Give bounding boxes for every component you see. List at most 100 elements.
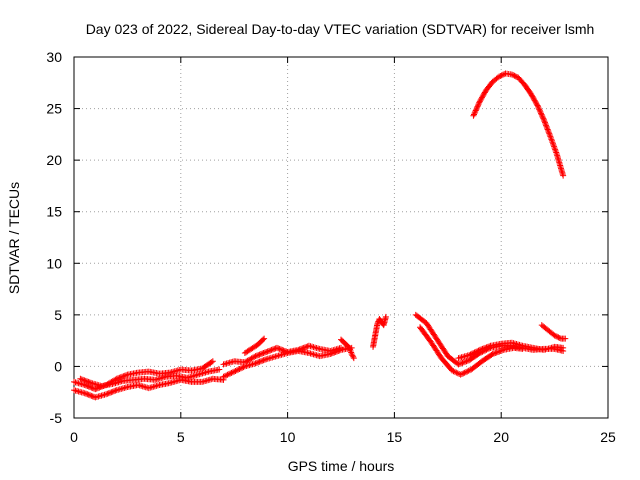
trace-marker [533,99,540,106]
data-point [466,352,473,359]
series-band-e [220,342,344,368]
trace-marker [538,111,545,118]
data-point [220,373,227,380]
trace-marker [511,72,518,79]
trace-marker [544,126,551,133]
trace-marker [208,359,215,366]
trace-marker [301,344,308,351]
data-point [562,335,569,342]
data-point [560,344,567,351]
trace-marker [299,345,306,352]
trace-marker [458,371,465,378]
data-point [457,371,464,378]
series-cluster-14h [370,313,389,350]
trace-marker [260,350,267,357]
trace-marker [81,377,88,384]
trace-marker [228,369,235,376]
trace-marker [260,357,267,364]
y-tick-label: 30 [46,49,62,65]
series-arc-upper-tail [455,339,567,362]
trace-marker [552,148,559,155]
trace-marker [468,350,475,357]
trace-marker [257,358,264,365]
trace-marker [552,146,559,153]
trace-marker [108,389,115,396]
trace-marker [253,352,260,359]
data-point [489,351,496,358]
series-arc-middle [417,324,526,378]
trace-marker [481,90,488,97]
trace-marker [494,348,501,355]
series-high-arc [470,70,567,179]
trace-marker [104,390,111,397]
trace-marker [547,134,554,141]
data-point [348,351,355,358]
trace-marker [539,114,546,121]
trace-marker [451,368,458,375]
trace-marker [461,369,468,376]
x-tick-label: 15 [387,429,403,445]
series-band-f [241,335,268,357]
trace-marker [530,94,537,101]
data-point [455,361,462,368]
trace-marker [535,105,542,112]
trace-marker [275,345,282,352]
trace-marker [83,390,90,397]
trace-marker [543,122,550,129]
trace-marker [80,376,87,383]
trace-marker [229,369,236,376]
trace-marker [277,346,284,353]
trace-marker [528,92,535,99]
trace-marker [225,371,232,378]
trace-marker [537,109,544,116]
trace-marker [541,118,548,125]
trace-marker [456,360,463,367]
x-tick-label: 25 [600,429,616,445]
trace-marker [458,360,465,367]
trace-marker [475,100,482,107]
trace-marker [536,106,543,113]
trace-marker [473,106,480,113]
trace-marker [256,351,263,358]
data-point [81,390,88,397]
trace-marker [546,132,553,139]
trace-marker [492,350,499,357]
trace-marker [483,344,490,351]
trace-marker [538,110,545,117]
trace-marker [536,107,543,114]
trace-marker [107,389,114,396]
trace-marker [480,92,487,99]
trace-marker [551,143,558,150]
series-band-g [338,336,357,362]
trace-marker [555,334,562,341]
data-point [540,116,547,123]
trace-marker [237,365,244,372]
y-tick-label: -5 [50,410,63,426]
trace-marker [493,349,500,356]
grid [74,57,608,418]
data-point [252,353,259,360]
trace-marker [512,73,519,80]
trace-marker [545,129,552,136]
trace-marker [474,348,481,355]
data-point [496,73,503,80]
trace-marker [224,371,231,378]
trace-marker [464,368,471,375]
trace-marker [472,108,479,115]
trace-marker [542,121,549,128]
trace-marker [121,372,128,379]
trace-marker [111,388,118,395]
trace-marker [259,350,266,357]
data-point [449,367,456,374]
trace-marker [267,347,274,354]
trace-marker [255,359,262,366]
trace-marker [233,367,240,374]
trace-marker [261,356,268,363]
trace-marker [549,139,556,146]
trace-marker [548,136,555,143]
data-point [350,355,357,362]
trace-marker [496,348,503,355]
trace-marker [297,345,304,352]
trace-marker [460,359,467,366]
trace-marker [261,349,268,356]
